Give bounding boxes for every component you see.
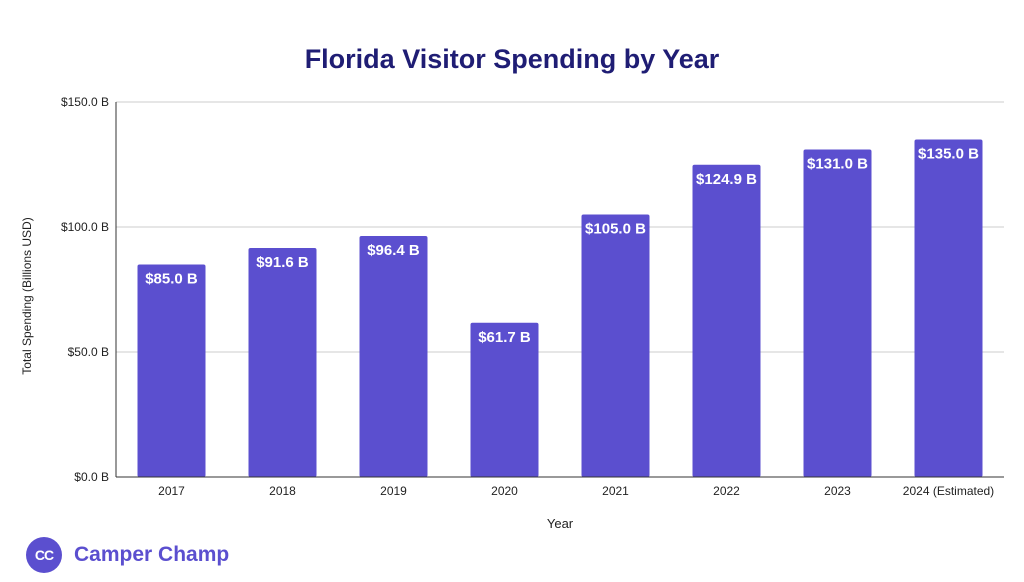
data-label: $135.0 B (918, 146, 979, 163)
data-label: $91.6 B (256, 254, 309, 271)
chart-title: Florida Visitor Spending by Year (304, 44, 720, 74)
bar (470, 322, 539, 477)
y-tick-label: $150.0 B (61, 95, 109, 109)
x-tick-label: 2021 (602, 484, 629, 498)
x-tick-label: 2019 (380, 484, 407, 498)
logo-monogram: CC (34, 547, 54, 563)
y-axis-title: Total Spending (Billions USD) (20, 217, 34, 374)
data-label: $85.0 B (145, 271, 198, 288)
bar (692, 164, 761, 477)
data-label: $96.4 B (367, 242, 420, 259)
x-tick-label: 2024 (Estimated) (903, 484, 994, 498)
x-tick-label: 2023 (824, 484, 851, 498)
data-label: $61.7 B (478, 329, 531, 346)
bar (137, 264, 206, 477)
y-tick-label: $50.0 B (68, 345, 109, 359)
x-tick-label: 2018 (269, 484, 296, 498)
data-label: $124.9 B (696, 171, 757, 188)
data-label: $131.0 B (807, 156, 868, 173)
y-tick-label: $100.0 B (61, 220, 109, 234)
x-tick-label: 2017 (158, 484, 185, 498)
brand-name: Camper Champ (74, 543, 230, 566)
y-tick-label: $0.0 B (74, 470, 109, 484)
camper-champ-logo-icon: CC (26, 537, 62, 573)
data-label: $105.0 B (585, 221, 646, 238)
bar (248, 248, 317, 477)
x-tick-label: 2020 (491, 484, 518, 498)
bar (359, 236, 428, 477)
x-tick-label: 2022 (713, 484, 740, 498)
brand-logo-block: CC Camper Champ (26, 536, 229, 574)
bar (581, 214, 650, 477)
bar (914, 139, 983, 477)
bar (803, 149, 872, 477)
x-axis-title: Year (547, 516, 574, 531)
